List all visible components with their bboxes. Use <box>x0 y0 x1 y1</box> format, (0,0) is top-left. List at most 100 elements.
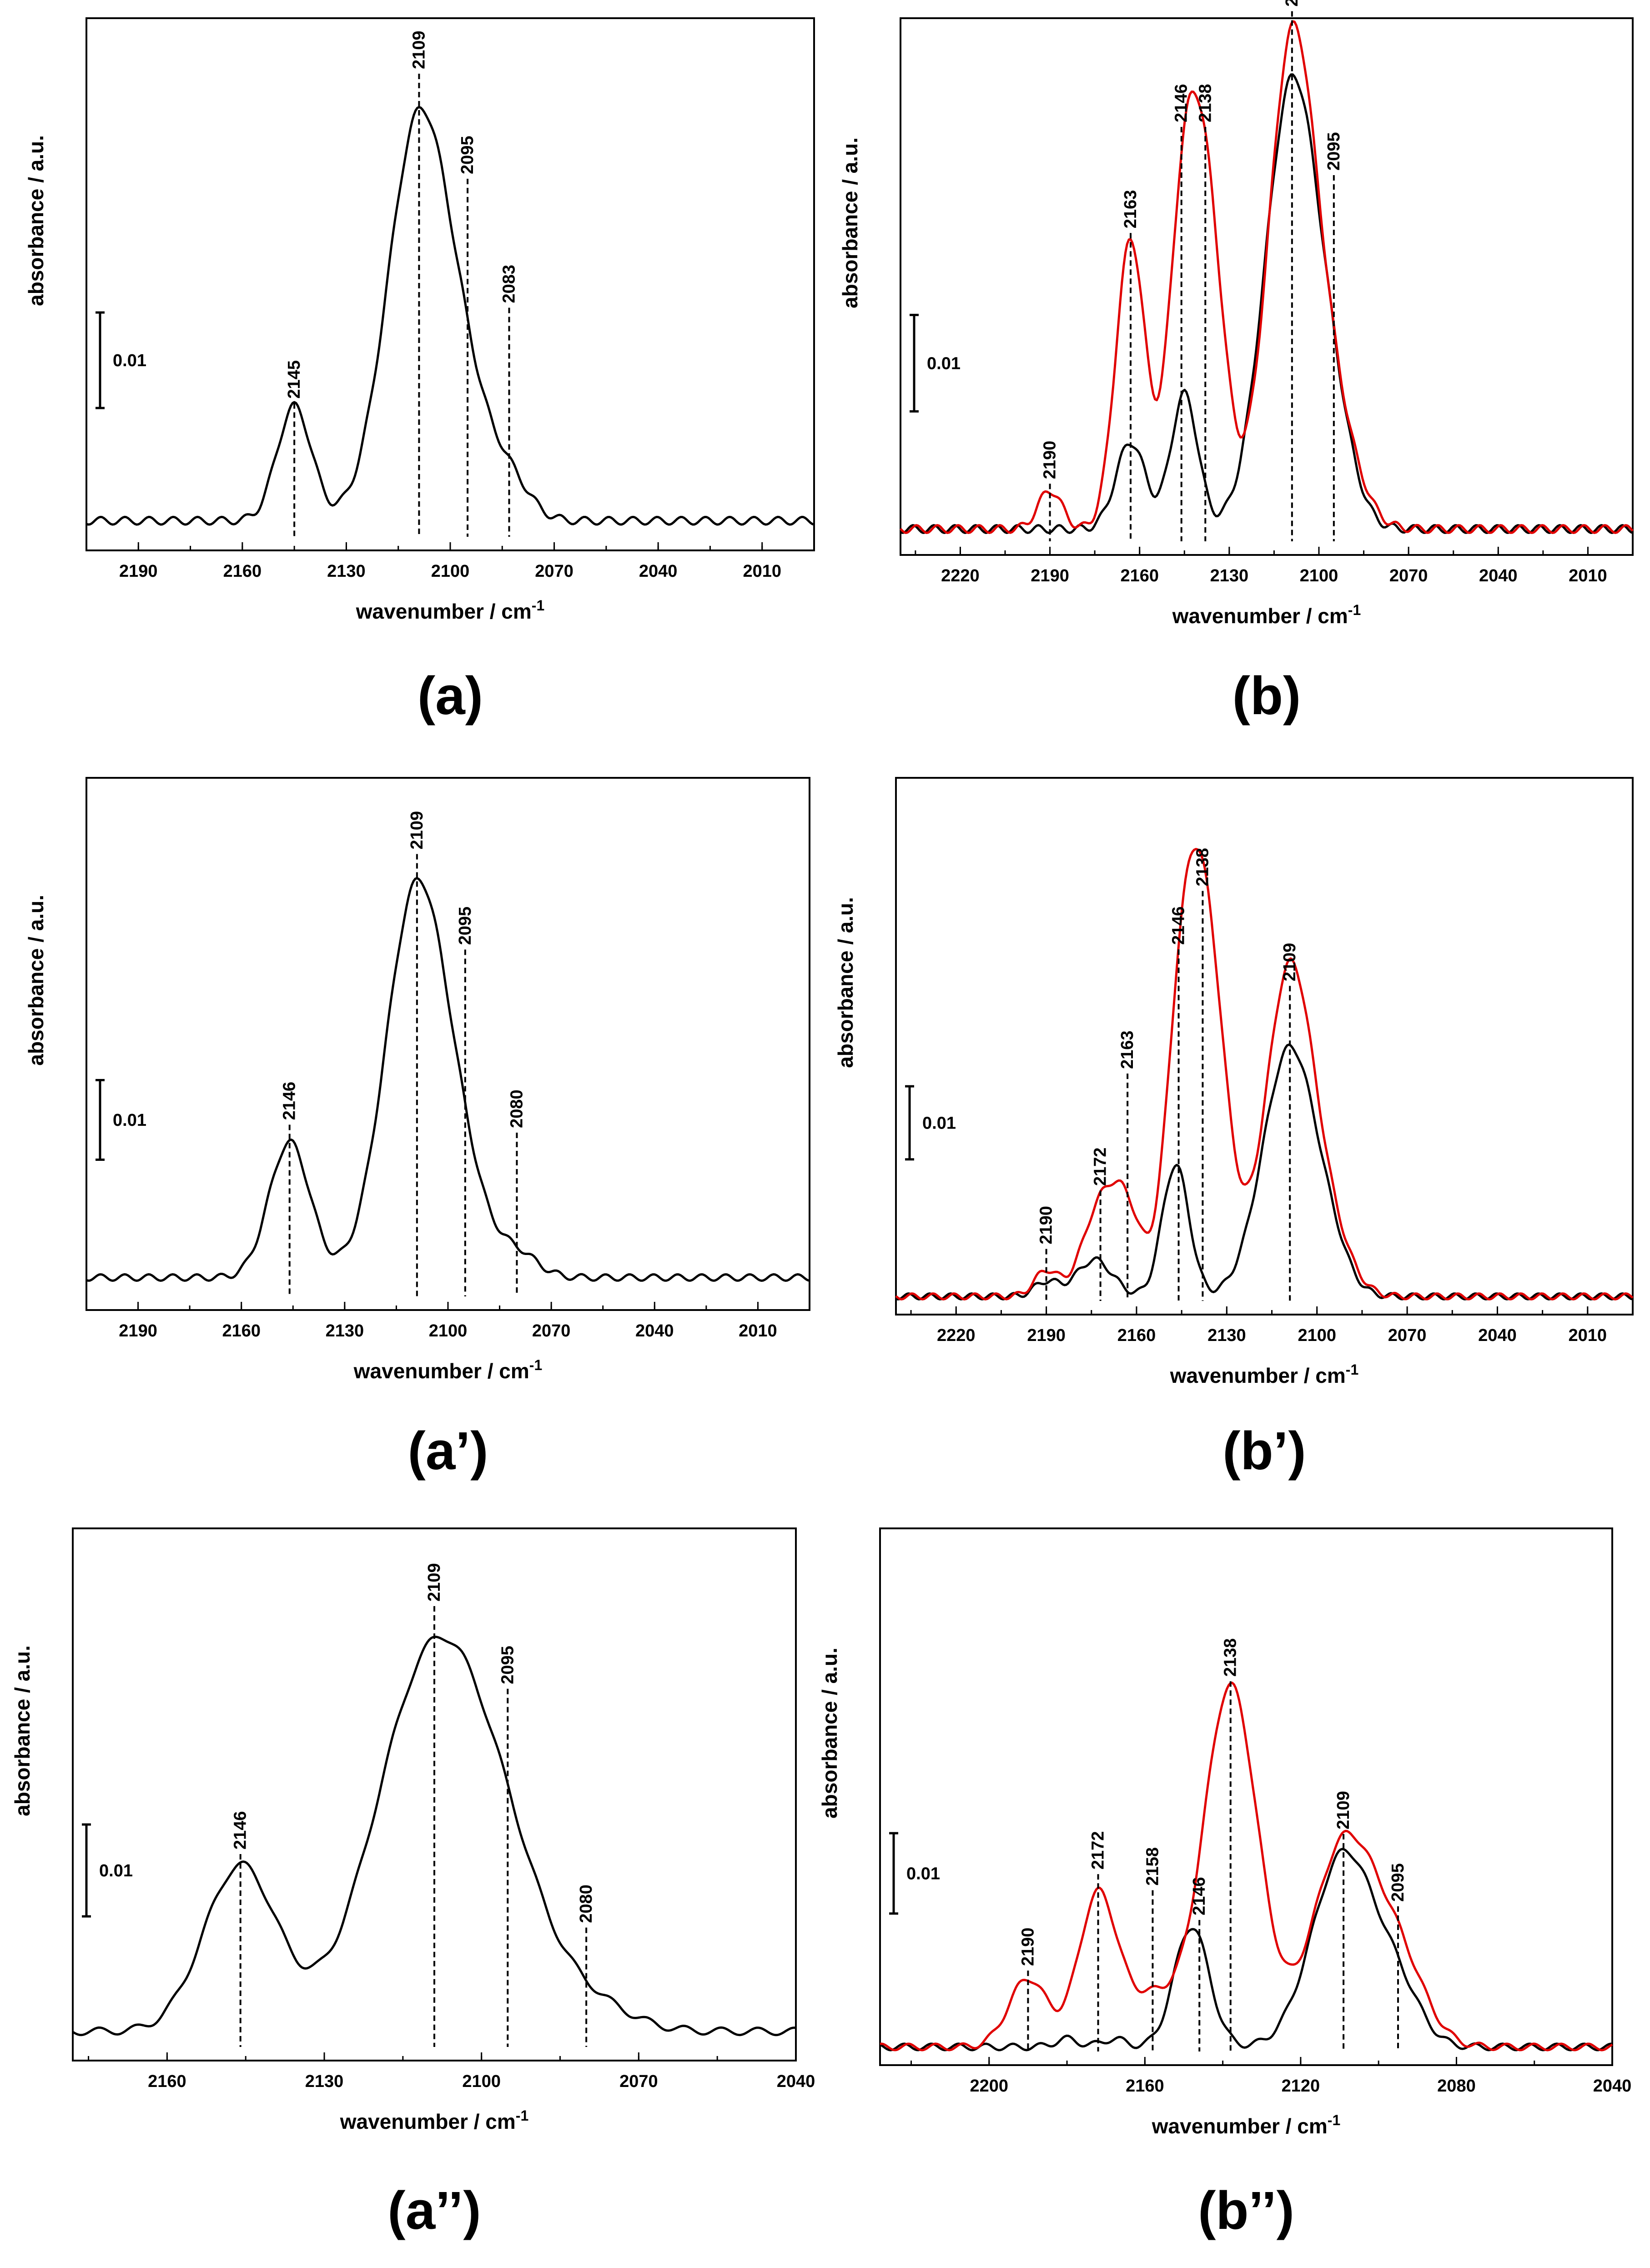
x-tick-label: 2190 <box>1027 1326 1066 1345</box>
panel-label: (b) <box>1232 666 1301 726</box>
x-tick-label: 2040 <box>1478 1326 1517 1345</box>
x-tick-label: 2130 <box>1207 1326 1246 1345</box>
x-tick-label: 2010 <box>1569 566 1607 585</box>
series-line <box>895 848 1634 1300</box>
peak-label: 2146 <box>1190 1877 1209 1915</box>
x-tick-label: 2130 <box>1210 566 1249 585</box>
x-tick-label: 2040 <box>1593 2076 1632 2096</box>
x-tick-label: 2070 <box>1389 566 1428 585</box>
plot-frame <box>895 777 1634 1315</box>
peak-label: 2163 <box>1118 1031 1137 1069</box>
peak-label: 2190 <box>1018 1928 1037 1966</box>
peak-label: 2146 <box>280 1082 299 1120</box>
x-tick-label: 2220 <box>937 1326 976 1345</box>
peak-label: 2109 <box>425 1563 444 1602</box>
series-line <box>900 20 1634 534</box>
x-tick-label: 2160 <box>1117 1326 1156 1345</box>
x-tick-label: 2080 <box>1437 2076 1476 2096</box>
peak-label: 2145 <box>285 360 304 399</box>
panel-a: 2190 2160 2130 2100 2070 2040 2010 wavenumber /… <box>24 17 815 623</box>
series-line <box>879 1848 1613 2051</box>
peak-label: 2109 <box>1283 0 1302 7</box>
plot-frame <box>900 17 1634 556</box>
peak-label: 2172 <box>1089 1831 1108 1870</box>
peak-label: 2083 <box>500 265 519 303</box>
panel-label: (a’) <box>408 1421 488 1481</box>
peak-label: 2138 <box>1221 1638 1240 1677</box>
plot-frame <box>879 1527 1613 2066</box>
series-line <box>86 877 810 1282</box>
y-axis-label: absorbance / a.u. <box>24 135 48 306</box>
peak-label: 2095 <box>458 136 477 174</box>
peak-label: 2190 <box>1041 441 1060 479</box>
panel-b1: 2220 2190 2160 2130 2100 2070 2040 2010 wavenumb… <box>834 777 1634 1387</box>
peak-label: 2163 <box>1121 190 1140 229</box>
y-axis-label: absorbance / a.u. <box>10 1645 34 1816</box>
x-tick-label: 2070 <box>535 562 573 581</box>
x-tick-label: 2160 <box>148 2072 186 2091</box>
x-tick-label: 2190 <box>119 562 158 581</box>
x-tick-label: 2120 <box>1282 2076 1320 2096</box>
panel-a1: 2190 2160 2130 2100 2070 2040 2010 wavenumber /… <box>24 777 810 1383</box>
x-tick-label: 2130 <box>327 562 366 581</box>
x-tick-label: 2130 <box>326 1321 364 1341</box>
peak-label: 2080 <box>507 1089 526 1128</box>
peak-label: 2146 <box>1169 907 1188 945</box>
x-tick-label: 2010 <box>739 1321 777 1341</box>
x-tick-label: 2100 <box>1298 1326 1336 1345</box>
series-line <box>895 1043 1633 1300</box>
x-tick-label: 2100 <box>462 2072 501 2091</box>
x-tick-label: 2040 <box>777 2072 815 2091</box>
x-tick-label: 2010 <box>1569 1326 1607 1345</box>
panel-label: (b’’) <box>1198 2181 1294 2241</box>
x-tick-label: 2100 <box>429 1321 468 1341</box>
peak-label: 2138 <box>1193 848 1212 887</box>
x-tick-label: 2160 <box>1120 566 1159 585</box>
series-line <box>86 106 815 526</box>
x-axis-label: wavenumber / cm-1 <box>340 2107 529 2133</box>
peak-label: 2095 <box>1388 1863 1408 1902</box>
x-axis-label: wavenumber / cm-1 <box>1170 1361 1359 1387</box>
x-tick-label: 2040 <box>1479 566 1518 585</box>
scale-bar-label: 0.01 <box>113 1111 146 1130</box>
scale-bar-label: 0.01 <box>922 1114 956 1133</box>
peak-label: 2095 <box>456 907 475 945</box>
peak-label: 2095 <box>1324 132 1343 171</box>
x-tick-label: 2200 <box>970 2076 1009 2096</box>
x-tick-label: 2190 <box>119 1321 157 1341</box>
x-tick-label: 2130 <box>305 2072 344 2091</box>
peak-label: 2109 <box>409 30 428 69</box>
peak-label: 2109 <box>1334 1791 1353 1830</box>
peak-label: 2172 <box>1091 1148 1110 1186</box>
panel-b: 2220 2190 2160 2130 2100 2070 2040 2010 wavenumb… <box>838 0 1634 628</box>
plot-frame <box>86 17 815 551</box>
plot-frame <box>72 1527 797 2061</box>
y-axis-label: absorbance / a.u. <box>818 1648 841 1819</box>
x-tick-label: 2190 <box>1031 566 1069 585</box>
scale-bar-label: 0.01 <box>113 351 146 370</box>
y-axis-label: absorbance / a.u. <box>838 137 862 308</box>
peak-label: 2109 <box>407 811 427 850</box>
x-axis-label: wavenumber / cm-1 <box>1172 602 1361 628</box>
panel-label: (a) <box>418 666 483 726</box>
y-axis-label: absorbance / a.u. <box>834 897 857 1068</box>
peak-label: 2109 <box>1280 943 1299 982</box>
x-axis-label: wavenumber / cm-1 <box>356 597 545 623</box>
x-tick-label: 2040 <box>635 1321 674 1341</box>
series-line <box>900 73 1633 534</box>
x-tick-label: 2070 <box>532 1321 571 1341</box>
peak-label: 2138 <box>1196 84 1215 122</box>
x-tick-label: 2010 <box>743 562 781 581</box>
scale-bar-label: 0.01 <box>99 1861 133 1880</box>
y-axis-label: absorbance / a.u. <box>24 895 48 1066</box>
panel-label: (b’) <box>1222 1421 1306 1481</box>
peak-label: 2146 <box>231 1811 250 1850</box>
peak-label: 2080 <box>577 1885 596 1923</box>
peak-label: 2158 <box>1143 1847 1162 1886</box>
panel-b2: 2200 2160 2120 2080 2040 wavenumber / cm-1 abs… <box>818 1527 1632 2138</box>
series-line <box>880 1682 1613 2051</box>
x-tick-label: 2070 <box>1388 1326 1427 1345</box>
scale-bar-label: 0.01 <box>927 354 961 373</box>
x-axis-label: wavenumber / cm-1 <box>1152 2112 1341 2138</box>
